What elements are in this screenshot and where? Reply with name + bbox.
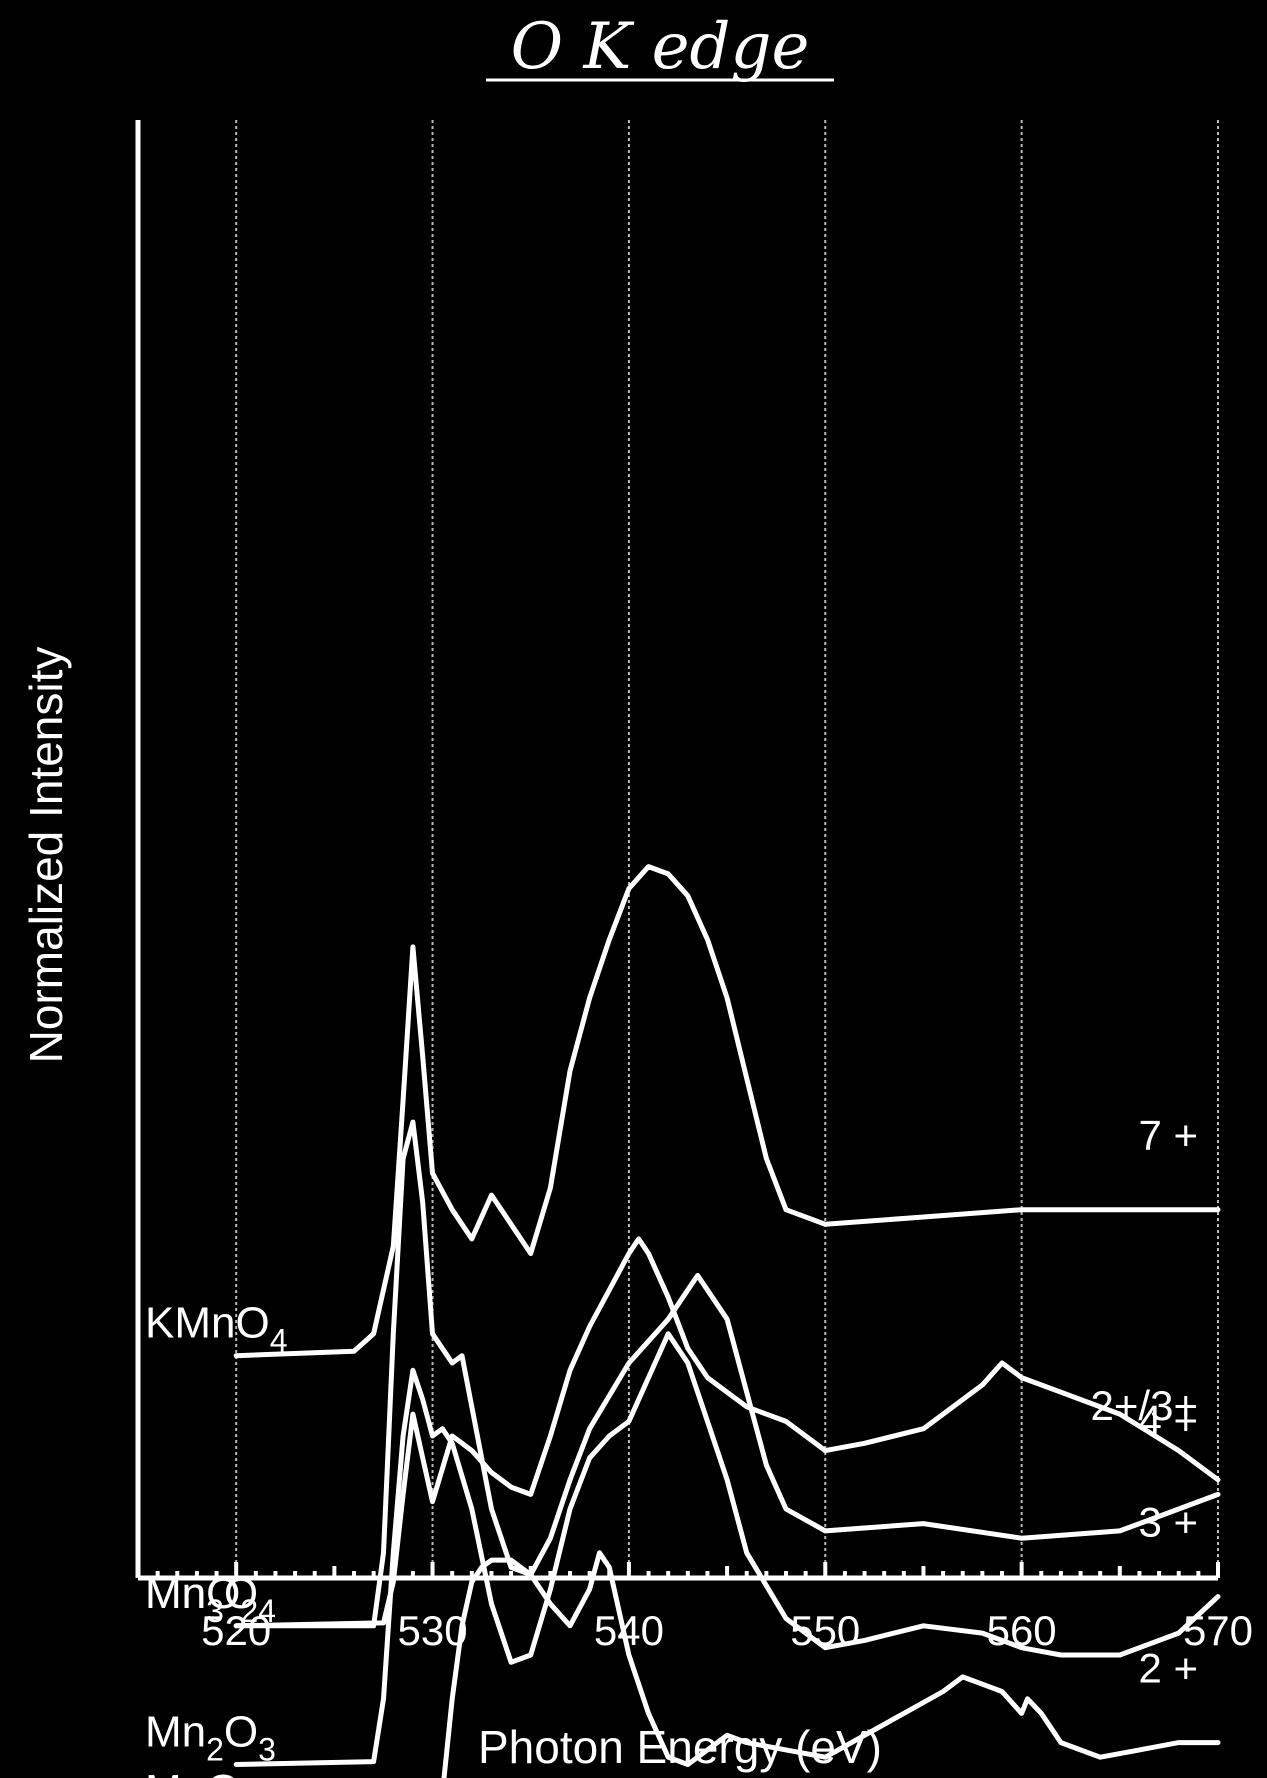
oxidation-label-Mn2O3: 3 + xyxy=(1138,1499,1198,1546)
chart-title: O K edge xyxy=(511,10,810,84)
series-label-MnO2: MnO2 xyxy=(145,1569,258,1629)
oxidation-label-Mn3O4: 2+/3+ xyxy=(1091,1382,1198,1429)
x-tick-label: 530 xyxy=(398,1607,468,1654)
series-label-KMnO4: KMnO4 xyxy=(145,1299,288,1359)
series-label-Mn3O4: Mn3O4 xyxy=(145,1569,276,1629)
x-tick-label: 550 xyxy=(790,1607,860,1654)
series-line-MnO xyxy=(441,1550,1221,1778)
grid-lines xyxy=(235,120,1219,1578)
oxidation-label-KMnO4: 7 + xyxy=(1138,1112,1198,1159)
x-axis: 520 530 540 550 560 570 xyxy=(135,120,1253,1654)
series-label-MnO: MnO xyxy=(145,1766,240,1778)
x-tick-label: 520 xyxy=(201,1607,271,1654)
x-axis-label: Photon Energy (eV) xyxy=(478,1721,882,1773)
y-axis-label: Normalized Intensity xyxy=(20,647,72,1064)
series-curves xyxy=(233,864,1221,1778)
series-line-MnO2 xyxy=(233,1119,1221,1629)
x-tick-label: 540 xyxy=(594,1607,664,1654)
x-tick-label: 570 xyxy=(1183,1607,1253,1654)
oxidation-label-MnO2: 4 + xyxy=(1138,1396,1198,1443)
series-labels: KMnO4 7 + MnO2 4 + Mn3O4 2+/3+ Mn2O3 3 + MnO 2 + xyxy=(145,1112,1198,1778)
oxidation-label-MnO: 2 + xyxy=(1138,1645,1198,1692)
series-line-Mn3O4 xyxy=(233,1236,1221,1629)
series-label-Mn2O3: Mn2O3 xyxy=(145,1708,276,1768)
x-tick-label: 560 xyxy=(987,1607,1057,1654)
series-line-KMnO4 xyxy=(233,864,1221,1359)
series-line-Mn2O3 xyxy=(233,1331,1221,1767)
